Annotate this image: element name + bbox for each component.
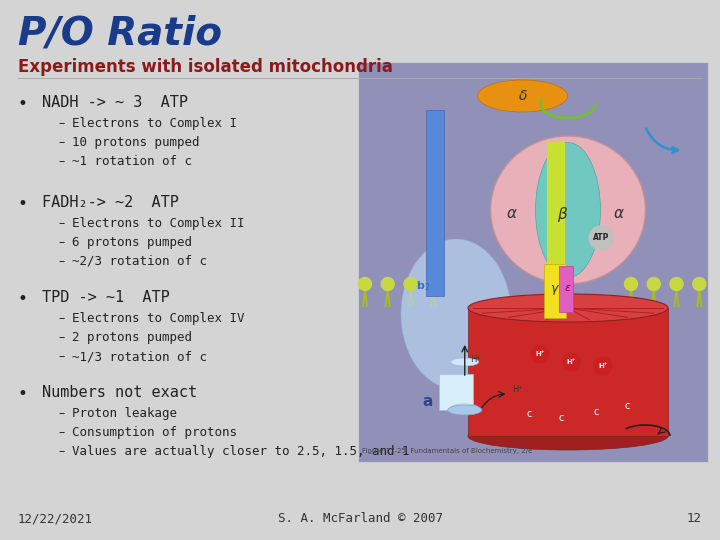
Bar: [468, 308, 668, 436]
Circle shape: [404, 278, 417, 291]
Text: 2 protons pumped: 2 protons pumped: [72, 331, 192, 344]
Circle shape: [589, 226, 613, 250]
Text: Electrons to Complex II: Electrons to Complex II: [72, 217, 245, 230]
Ellipse shape: [468, 422, 668, 450]
Ellipse shape: [477, 80, 567, 112]
Text: $\delta$: $\delta$: [518, 89, 528, 103]
Text: 12: 12: [687, 512, 702, 525]
Text: •: •: [18, 95, 28, 113]
Text: ~2/3 rotation of c: ~2/3 rotation of c: [72, 255, 207, 268]
Ellipse shape: [451, 358, 479, 366]
Text: •: •: [18, 195, 28, 213]
Text: H⁺: H⁺: [567, 359, 576, 365]
Text: Proton leakage: Proton leakage: [72, 407, 177, 420]
Ellipse shape: [468, 294, 668, 322]
Text: $\alpha$: $\alpha$: [613, 206, 625, 221]
Text: 12/22/2021: 12/22/2021: [18, 512, 93, 525]
Ellipse shape: [536, 143, 600, 278]
Text: b$_2$: b$_2$: [415, 279, 430, 293]
Text: ~1/3 rotation of c: ~1/3 rotation of c: [72, 350, 207, 363]
Text: S. A. McFarland © 2007: S. A. McFarland © 2007: [277, 512, 443, 525]
Text: H⁺: H⁺: [598, 363, 608, 369]
Text: c: c: [527, 409, 532, 419]
Text: Values are actually closer to 2.5, 1.5, and 1: Values are actually closer to 2.5, 1.5, …: [72, 445, 410, 458]
Circle shape: [647, 278, 660, 291]
Text: c: c: [625, 401, 630, 411]
Text: 10 protons pumped: 10 protons pumped: [72, 136, 199, 149]
Ellipse shape: [451, 404, 479, 412]
Text: ATP: ATP: [593, 233, 609, 242]
Circle shape: [562, 353, 580, 371]
Text: –: –: [58, 236, 64, 249]
Text: Electrons to Complex IV: Electrons to Complex IV: [72, 312, 245, 325]
Bar: [438, 374, 472, 410]
Text: –: –: [58, 155, 64, 168]
Ellipse shape: [490, 136, 646, 284]
Text: NADH -> ~ 3  ATP: NADH -> ~ 3 ATP: [42, 95, 188, 110]
Circle shape: [670, 278, 683, 291]
Text: TPD -> ~1  ATP: TPD -> ~1 ATP: [42, 290, 170, 305]
Ellipse shape: [448, 405, 482, 415]
Text: $\alpha$: $\alpha$: [506, 206, 518, 221]
Text: Experiments with isolated mitochondria: Experiments with isolated mitochondria: [18, 58, 393, 76]
Text: $\gamma$: $\gamma$: [550, 283, 559, 297]
Text: •: •: [18, 290, 28, 308]
Text: ~1 rotation of c: ~1 rotation of c: [72, 155, 192, 168]
Circle shape: [594, 357, 612, 375]
Circle shape: [359, 278, 372, 291]
Bar: [358, 62, 708, 462]
Text: Numbers not exact: Numbers not exact: [42, 385, 197, 400]
Text: P/O Ratio: P/O Ratio: [18, 14, 222, 52]
Text: $\beta$: $\beta$: [557, 205, 568, 224]
Text: –: –: [58, 331, 64, 344]
Text: H⁺: H⁺: [535, 351, 545, 357]
Bar: [546, 142, 564, 270]
Text: FADH₂-> ~2  ATP: FADH₂-> ~2 ATP: [42, 195, 179, 210]
Text: c: c: [558, 413, 564, 423]
Ellipse shape: [401, 239, 511, 389]
Circle shape: [624, 278, 637, 291]
Text: 6 protons pumped: 6 protons pumped: [72, 236, 192, 249]
Text: –: –: [58, 117, 64, 130]
Bar: [559, 266, 573, 312]
Text: –: –: [58, 445, 64, 458]
Text: –: –: [58, 255, 64, 268]
Text: –: –: [58, 407, 64, 420]
Bar: [544, 264, 566, 318]
Text: a: a: [423, 395, 433, 409]
Text: –: –: [58, 426, 64, 439]
Text: Consumption of protons: Consumption of protons: [72, 426, 237, 439]
Text: –: –: [58, 350, 64, 363]
Text: –: –: [58, 217, 64, 230]
Text: –: –: [58, 312, 64, 325]
Text: H⁺: H⁺: [470, 355, 481, 364]
Circle shape: [531, 345, 549, 363]
Text: Electrons to Complex I: Electrons to Complex I: [72, 117, 237, 130]
Text: •: •: [18, 385, 28, 403]
Text: Figure 17-25  Fundamentals of Biochemistry, 2/e: Figure 17-25 Fundamentals of Biochemistr…: [362, 448, 532, 454]
Text: H⁺: H⁺: [512, 386, 523, 395]
Bar: [426, 110, 444, 296]
Circle shape: [427, 278, 440, 291]
Text: $\varepsilon$: $\varepsilon$: [564, 283, 572, 293]
Text: c: c: [593, 407, 599, 417]
Circle shape: [382, 278, 395, 291]
Text: –: –: [58, 136, 64, 149]
Circle shape: [693, 278, 706, 291]
